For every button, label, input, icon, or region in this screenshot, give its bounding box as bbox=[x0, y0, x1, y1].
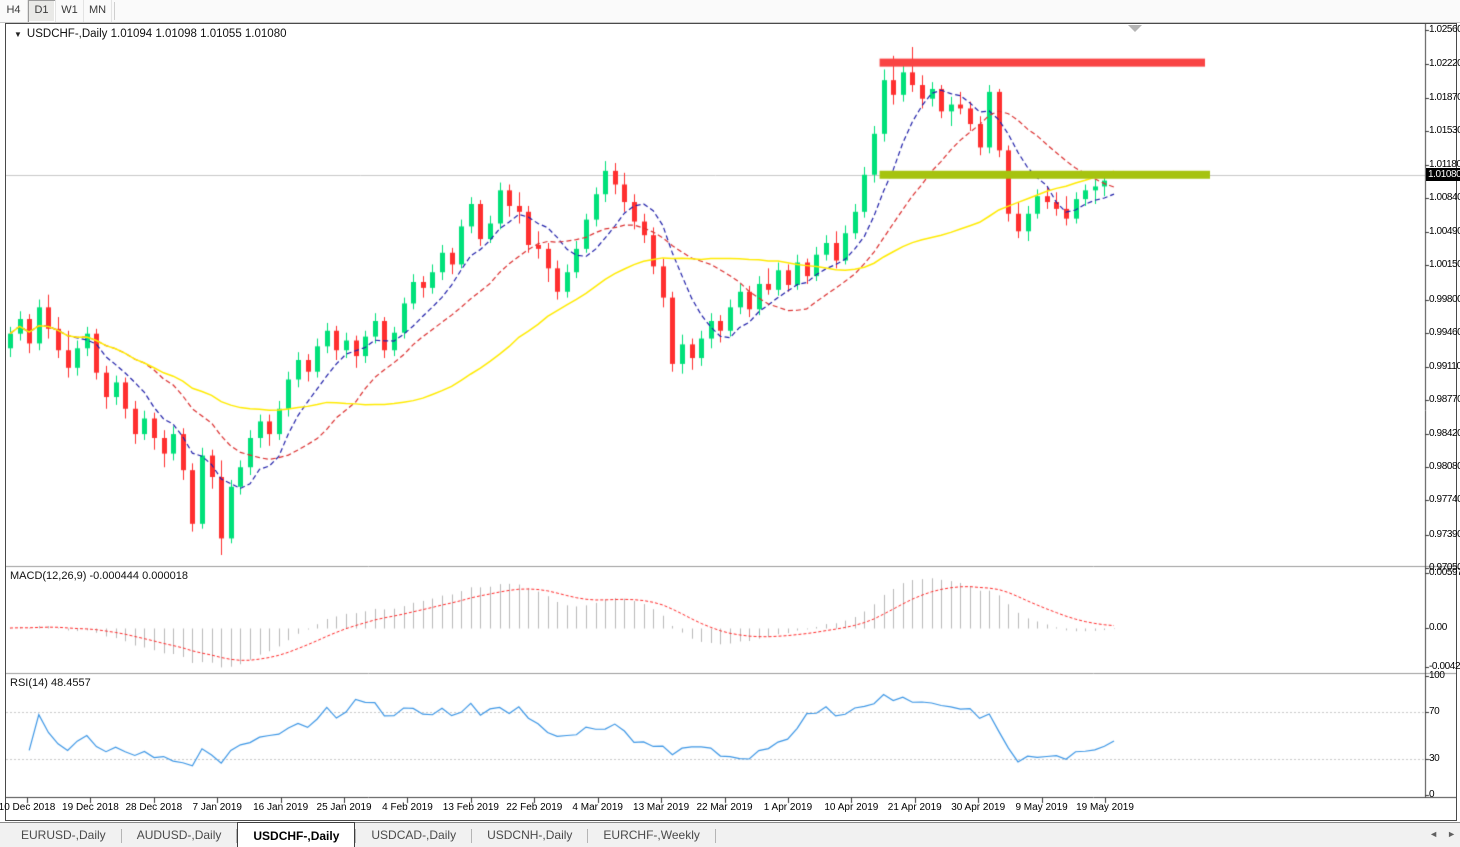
tab-eurusd-daily[interactable]: EURUSD-,Daily bbox=[21, 828, 106, 842]
time-axis-label: 16 Jan 2019 bbox=[253, 802, 309, 813]
chart-tabs-bar: EURUSD-,Daily AUDUSD-,Daily USDCHF-,Daily U… bbox=[0, 822, 1460, 847]
tab-separator bbox=[236, 828, 238, 843]
chart-window: ▼ USDCHF-,Daily 1.01094 1.01098 1.01055 1… bbox=[0, 23, 1460, 821]
rsi-axis-label: 70 bbox=[1429, 705, 1440, 717]
price-axis-label: 1.00150 bbox=[1429, 259, 1460, 271]
time-axis-label: 10 Apr 2019 bbox=[824, 802, 879, 813]
time-axis-label: 10 Dec 2018 bbox=[0, 802, 56, 813]
tab-usdcad-daily[interactable]: USDCAD-,Daily bbox=[371, 828, 457, 842]
time-axis-label: 4 Feb 2019 bbox=[382, 802, 433, 813]
time-axis-label: 28 Dec 2018 bbox=[125, 802, 183, 813]
timeframe-button-h4[interactable]: H4 bbox=[0, 0, 28, 22]
tab-usdchf-daily[interactable]: USDCHF-,Daily bbox=[237, 822, 356, 847]
price-axis-label: 1.00840 bbox=[1429, 192, 1460, 204]
timeframe-button-w1[interactable]: W1 bbox=[56, 0, 84, 22]
rsi-indicator-label: RSI(14) 48.4557 bbox=[10, 677, 91, 689]
time-axis-label: 13 Mar 2019 bbox=[633, 802, 690, 813]
price-axis-label: 0.97740 bbox=[1429, 494, 1460, 506]
tab-eurchf-weekly[interactable]: EURCHF-,Weekly bbox=[603, 828, 700, 842]
time-axis-label: 22 Feb 2019 bbox=[506, 802, 563, 813]
scroll-to-end-icon[interactable] bbox=[1128, 25, 1142, 32]
time-axis-label: 19 Dec 2018 bbox=[62, 802, 119, 813]
time-axis-label: 30 Apr 2019 bbox=[951, 802, 1006, 813]
time-axis-label: 19 May 2019 bbox=[1076, 802, 1134, 813]
macd-axis-label: 0.00597 bbox=[1429, 567, 1460, 579]
time-axis-label: 21 Apr 2019 bbox=[887, 802, 942, 813]
price-axis-label: 1.01530 bbox=[1429, 124, 1460, 136]
price-axis-label: 1.01180 bbox=[1429, 159, 1460, 170]
price-axis-label: 0.99110 bbox=[1429, 360, 1460, 372]
macd-indicator-label: MACD(12,26,9) -0.000444 0.000018 bbox=[10, 570, 188, 582]
timeframe-buttons: H4 D1 W1 MN bbox=[0, 0, 112, 22]
tab-usdcnh-daily[interactable]: USDCNH-,Daily bbox=[487, 828, 573, 842]
timeframe-button-mn[interactable]: MN bbox=[84, 0, 112, 22]
price-axis-label: 0.99800 bbox=[1429, 293, 1460, 305]
current-price-badge: 1.01080 bbox=[1426, 168, 1460, 181]
chevron-down-icon[interactable]: ▼ bbox=[14, 30, 22, 39]
price-axis-label: 1.01870 bbox=[1429, 91, 1460, 103]
time-axis-label: 22 Mar 2019 bbox=[696, 802, 753, 813]
price-axis-label: 0.97390 bbox=[1429, 528, 1460, 540]
price-axis-label: 1.02560 bbox=[1429, 24, 1460, 36]
time-axis-label: 9 May 2019 bbox=[1015, 802, 1068, 813]
price-axis-label: 0.98420 bbox=[1429, 428, 1460, 440]
price-axis-label: 0.98770 bbox=[1429, 393, 1460, 405]
tab-separator bbox=[355, 828, 357, 843]
time-axis-label: 1 Apr 2019 bbox=[763, 802, 813, 813]
tab-scroll-left-icon[interactable]: ◄ bbox=[1429, 829, 1439, 839]
price-axis-label: 0.99460 bbox=[1429, 326, 1460, 338]
chart-title-text: USDCHF-,Daily 1.01094 1.01098 1.01055 1.… bbox=[26, 28, 287, 40]
tab-separator bbox=[120, 828, 122, 843]
tab-audusd-daily[interactable]: AUDUSD-,Daily bbox=[136, 828, 222, 842]
time-axis-label: 13 Feb 2019 bbox=[442, 802, 499, 813]
time-axis-label: 7 Jan 2019 bbox=[192, 802, 242, 813]
rsi-axis-label: 100 bbox=[1429, 670, 1445, 681]
tab-scroll-right-icon[interactable]: ► bbox=[1447, 829, 1456, 839]
tab-scroll-buttons: ◄ ► bbox=[1429, 829, 1456, 839]
tab-separator bbox=[471, 828, 473, 843]
toolbar-divider bbox=[114, 2, 115, 20]
tab-separator bbox=[714, 828, 716, 843]
timeframe-toolbar: H4 D1 W1 MN bbox=[0, 0, 1460, 23]
rsi-axis-label: 0 bbox=[1429, 789, 1435, 800]
tab-separator bbox=[587, 828, 589, 843]
macd-axis-label: -0.00424 bbox=[1429, 661, 1460, 673]
price-axis-label: 1.02220 bbox=[1429, 57, 1460, 69]
price-axis-label: 1.00490 bbox=[1429, 226, 1460, 238]
chart-tabs: EURUSD-,Daily AUDUSD-,Daily USDCHF-,Daily U… bbox=[6, 822, 716, 847]
price-axis-label: 0.97050 bbox=[1429, 561, 1460, 573]
timeframe-button-d1[interactable]: D1 bbox=[28, 0, 56, 22]
chart-canvas[interactable] bbox=[6, 24, 1456, 820]
rsi-axis-label: 30 bbox=[1429, 753, 1440, 765]
time-axis-label: 25 Jan 2019 bbox=[316, 802, 372, 813]
price-axis-label: 0.98080 bbox=[1429, 461, 1460, 473]
chart-title: ▼ USDCHF-,Daily 1.01094 1.01098 1.01055 1… bbox=[14, 28, 286, 40]
time-axis-label: 4 Mar 2019 bbox=[572, 802, 623, 813]
macd-axis-label: 0.00 bbox=[1429, 622, 1447, 633]
